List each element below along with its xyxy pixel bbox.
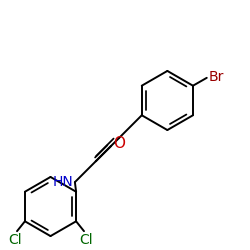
Text: Br: Br bbox=[209, 70, 224, 84]
Text: Cl: Cl bbox=[8, 233, 22, 247]
Text: HN: HN bbox=[52, 175, 73, 189]
Text: O: O bbox=[113, 136, 125, 152]
Text: Cl: Cl bbox=[79, 233, 93, 247]
